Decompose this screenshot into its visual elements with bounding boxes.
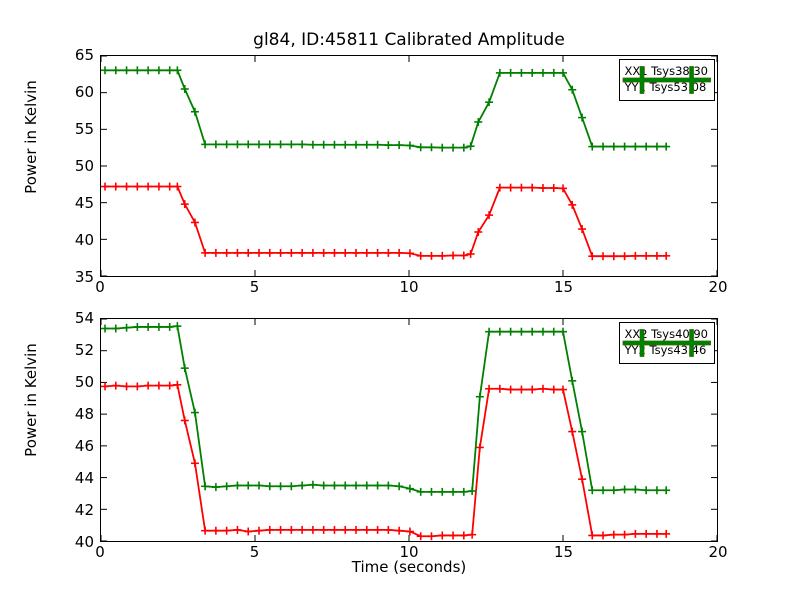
legend-bottom: XX2 Tsys40.90 YY2 Tsys43.46 (619, 322, 715, 364)
y-tick-label: 50 (74, 373, 94, 391)
figure-title: gl84, ID:45811 Calibrated Amplitude (253, 30, 565, 50)
plot-lines-bottom (101, 319, 717, 541)
x-tick-label: 5 (249, 278, 260, 296)
x-axis-ticks-bottom: 0 5 10 15 20 (95, 543, 727, 567)
data-series (101, 182, 671, 261)
y-tick-label: 40 (74, 533, 94, 551)
y-axis-ticks-bottom: 40 42 44 46 48 50 52 54 (48, 311, 94, 550)
tick-marks (101, 319, 717, 541)
x-tick-label: 5 (249, 543, 260, 561)
x-tick-label: 10 (399, 543, 419, 561)
data-series (101, 66, 671, 152)
x-axis-label: Time (seconds) (351, 558, 467, 576)
plot-lines-top (101, 56, 717, 276)
y-axis-label-bottom: Power in Kelvin (22, 343, 40, 457)
plot-area-top: XX1 Tsys38.30 YY1 Tsys53.08 (100, 55, 718, 277)
x-tick-label: 20 (708, 543, 728, 561)
x-axis-ticks-top: 0 5 10 15 20 (95, 278, 727, 302)
data-series (101, 380, 671, 541)
y-tick-label: 44 (74, 469, 94, 487)
plot-area-bottom: XX2 Tsys40.90 YY2 Tsys43.46 (100, 318, 718, 542)
y-tick-label: 50 (74, 157, 94, 175)
y-tick-label: 40 (74, 231, 94, 249)
x-tick-label: 0 (95, 278, 105, 296)
legend-item[interactable]: YY2 Tsys43.46 (623, 329, 712, 359)
y-axis-label-top: Power in Kelvin (22, 80, 40, 194)
legend-label-yy1: YY1 Tsys53.08 (624, 80, 707, 95)
legend-label-xx1: XX1 Tsys38.30 (624, 64, 708, 79)
y-tick-label: 45 (74, 194, 94, 212)
x-tick-label: 15 (553, 278, 574, 296)
legend-swatch-yy2 (623, 329, 712, 357)
x-tick-label: 0 (95, 543, 105, 561)
legend-top: XX1 Tsys38.30 YY1 Tsys53.08 (619, 59, 715, 101)
y-tick-label: 48 (74, 405, 94, 423)
x-tick-label: 15 (553, 543, 574, 561)
x-tick-label: 10 (399, 278, 419, 296)
y-tick-label: 55 (74, 120, 94, 138)
data-series (101, 322, 671, 496)
y-tick-label: 60 (74, 83, 94, 101)
y-tick-label: 42 (74, 501, 94, 519)
y-tick-label: 35 (74, 268, 94, 286)
legend-label-xx2: XX2 Tsys40.90 (624, 327, 708, 342)
y-tick-label: 65 (74, 46, 94, 64)
y-tick-label: 52 (74, 341, 94, 359)
y-axis-ticks-top: 35 40 45 50 55 60 65 (48, 48, 94, 285)
y-tick-label: 54 (74, 309, 94, 327)
legend-swatch-yy1 (623, 66, 712, 94)
x-tick-label: 20 (708, 278, 728, 296)
legend-item[interactable]: YY1 Tsys53.08 (623, 66, 712, 96)
y-tick-label: 46 (74, 437, 94, 455)
legend-label-yy2: YY2 Tsys43.46 (624, 343, 707, 358)
